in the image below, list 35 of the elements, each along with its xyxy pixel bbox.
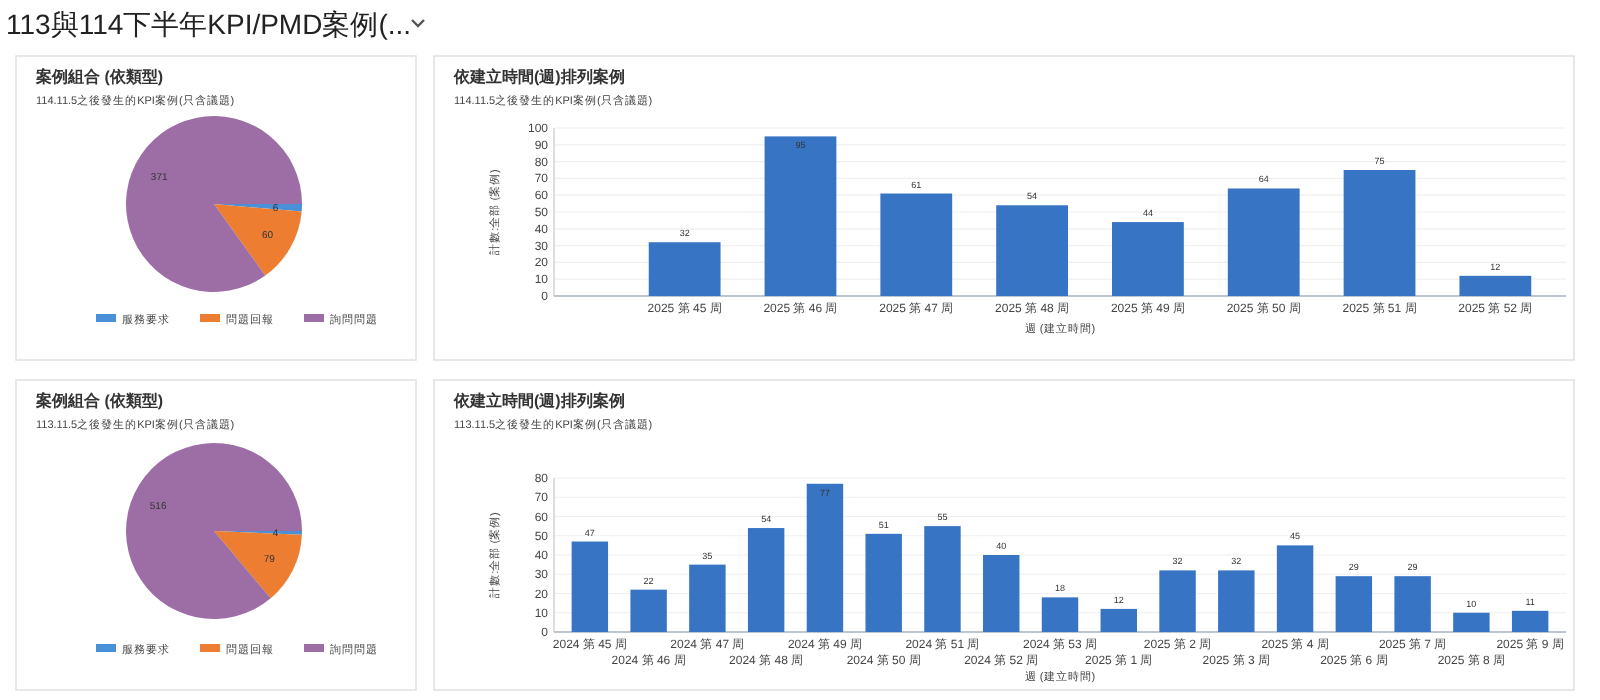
text: 113與114下半年KPI/PMD案例(... (6, 8, 412, 40)
bar (1394, 576, 1431, 632)
bar (1218, 570, 1255, 632)
bar (571, 541, 609, 632)
bar (1511, 610, 1549, 632)
bar (747, 528, 785, 632)
bar (1276, 545, 1314, 632)
bar (648, 242, 721, 296)
pie-slice (214, 204, 302, 212)
pie-slice (126, 443, 302, 619)
bar (630, 589, 667, 632)
bar (1453, 612, 1490, 632)
bar (1100, 608, 1137, 632)
chart-title: 依建立時間(週)排列案例 (452, 66, 625, 86)
pie-slice (214, 531, 302, 599)
chart-title: 案例組合 (依類型) (34, 390, 164, 410)
bar (764, 136, 837, 296)
bar (1159, 570, 1196, 632)
chart-title: 依建立時間(週)排列案例 (452, 390, 625, 410)
bar (1041, 597, 1079, 632)
bar (1343, 170, 1416, 296)
bar (806, 483, 844, 632)
bar (689, 564, 726, 632)
bar (1227, 188, 1300, 296)
bar (924, 526, 961, 632)
bar (1459, 275, 1532, 296)
pie-slice (126, 116, 302, 292)
chart-title: 案例組合 (依類型) (34, 66, 164, 86)
bar (1335, 576, 1373, 632)
bar (865, 533, 902, 632)
bar (996, 205, 1068, 296)
bar (1112, 222, 1184, 296)
pie-slice (214, 204, 302, 276)
bar (880, 193, 953, 296)
bar (983, 555, 1020, 632)
